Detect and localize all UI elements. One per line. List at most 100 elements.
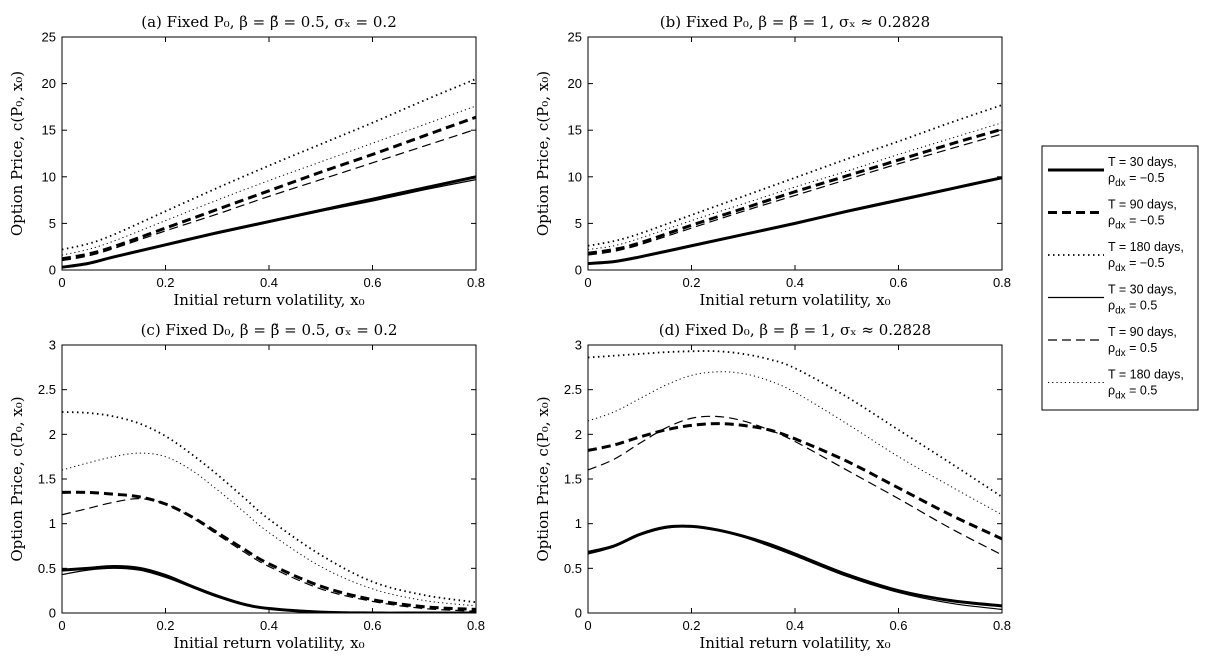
x-tick-label: 0.6	[889, 275, 907, 290]
y-tick-label: 20	[42, 76, 56, 91]
y-tick-label: 1	[49, 516, 56, 531]
legend-entry-line1: T = 180 days,	[1108, 240, 1184, 254]
legend-entry-line1: T = 30 days,	[1108, 155, 1177, 169]
axes-box	[587, 344, 1003, 614]
legend-entry-line2: ρdx = −0.5	[1108, 214, 1165, 232]
series-group	[62, 78, 476, 269]
legend-entry-line2: ρdx = −0.5	[1108, 171, 1165, 189]
y-tick-label: 2.5	[38, 382, 56, 397]
series-group	[62, 411, 476, 613]
x-tick-label: 0.6	[889, 618, 907, 633]
legend-entry-line2: ρdx = 0.5	[1108, 299, 1157, 317]
series-line-3	[588, 104, 1002, 247]
y-tick-label: 10	[42, 169, 56, 184]
x-tick-label: 0	[58, 275, 65, 290]
x-tick-label: 0.8	[993, 275, 1011, 290]
legend-entry-line1: T = 90 days,	[1108, 325, 1177, 339]
series-line-4	[62, 567, 476, 613]
x-tick-label: 0.4	[260, 275, 278, 290]
legend-entry-line1: T = 30 days,	[1108, 283, 1177, 297]
y-tick-label: 1.5	[38, 472, 56, 487]
series-line-1	[62, 565, 476, 613]
x-tick-label: 0	[58, 618, 65, 633]
y-tick-label: 0	[49, 263, 56, 278]
y-axis-label: Option Price, c(P₀, x₀)	[8, 396, 26, 561]
panel-title: (a) Fixed P₀, β = β̃ = 0.5, σₓ = 0.2	[141, 13, 396, 31]
x-tick-label: 0.6	[363, 275, 381, 290]
x-tick-label: 0.4	[786, 275, 804, 290]
y-axis-label: Option Price, c(P₀, x₀)	[534, 71, 552, 236]
y-tick-label: 25	[42, 30, 56, 45]
axes-box	[61, 344, 477, 614]
legend-entry-line2: ρdx = 0.5	[1108, 384, 1157, 402]
y-tick-label: 1	[575, 516, 582, 531]
series-line-4	[588, 177, 1002, 265]
y-tick-label: 5	[49, 216, 56, 231]
y-tick-label: 2.5	[564, 382, 582, 397]
series-line-6	[588, 122, 1002, 250]
series-line-5	[62, 128, 476, 262]
x-tick-label: 0.8	[467, 275, 485, 290]
x-tick-label: 0.8	[993, 618, 1011, 633]
y-axis-label: Option Price, c(P₀, x₀)	[8, 71, 26, 236]
series-line-5	[62, 498, 476, 612]
legend-entry-line2: ρdx = 0.5	[1108, 341, 1157, 359]
x-tick-label: 0	[584, 618, 591, 633]
y-tick-label: 0.5	[564, 561, 582, 576]
series-line-2	[588, 422, 1002, 541]
panel-title: (b) Fixed P₀, β = β̃ = 1, σₓ ≈ 0.2828	[660, 13, 930, 31]
legend-box	[1041, 145, 1199, 411]
y-tick-label: 25	[568, 30, 582, 45]
legend: T = 30 days, ρdx = −0.5 T = 90 days, ρdx = …	[1041, 145, 1199, 411]
x-tick-label: 0	[584, 275, 591, 290]
series-group	[588, 350, 1002, 611]
y-tick-label: 0.5	[38, 561, 56, 576]
y-tick-label: 2	[49, 427, 56, 442]
x-tick-label: 0.2	[682, 275, 700, 290]
series-line-3	[588, 350, 1002, 498]
x-tick-label: 0.4	[260, 618, 278, 633]
x-axis-label: Initial return volatility, x₀	[173, 291, 364, 309]
panel-c: 0 0.2 0.4 0.6 0.8 0 0.5 1 1.5 2 2.5 3 (c) Fixed D₀, …	[8, 321, 485, 652]
y-tick-label: 2	[575, 427, 582, 442]
panel-title: (c) Fixed D₀, β = β̃ = 0.5, σₓ = 0.2	[141, 321, 398, 339]
panel-b: 0 0.2 0.4 0.6 0.8 0 5 10 15 20 25 (b) Fixed P₀, β =…	[534, 13, 1011, 309]
x-tick-label: 0.2	[156, 275, 174, 290]
y-tick-label: 0	[575, 606, 582, 621]
y-axis-label: Option Price, c(P₀, x₀)	[534, 396, 552, 561]
panel-d: 0 0.2 0.4 0.6 0.8 0 0.5 1 1.5 2 2.5 3 (d) Fixed D₀, …	[534, 321, 1011, 652]
x-tick-label: 0.6	[363, 618, 381, 633]
series-group	[588, 104, 1002, 265]
legend-entry-line1: T = 90 days,	[1108, 198, 1177, 212]
panel-a: 0 0.2 0.4 0.6 0.8 0 5 10 15 20 25 (a) Fixed P₀, β =…	[8, 13, 485, 309]
y-tick-label: 15	[568, 123, 582, 138]
series-line-6	[62, 105, 476, 256]
series-line-4	[588, 525, 1002, 611]
panel-title: (d) Fixed D₀, β = β̃ = 1, σₓ ≈ 0.2828	[659, 321, 931, 339]
series-line-1	[588, 524, 1002, 608]
x-axis-label: Initial return volatility, x₀	[173, 634, 364, 652]
y-tick-label: 3	[49, 338, 56, 353]
y-tick-label: 10	[568, 169, 582, 184]
series-line-2	[588, 127, 1002, 255]
y-tick-label: 20	[568, 76, 582, 91]
series-line-6	[62, 452, 476, 607]
x-tick-label: 0.4	[786, 618, 804, 633]
series-line-2	[62, 490, 476, 611]
y-tick-label: 3	[575, 338, 582, 353]
series-line-4	[62, 179, 476, 268]
y-tick-label: 0	[49, 606, 56, 621]
x-axis-label: Initial return volatility, x₀	[699, 634, 890, 652]
series-line-3	[62, 78, 476, 251]
x-tick-label: 0.2	[156, 618, 174, 633]
x-tick-label: 0.8	[467, 618, 485, 633]
series-line-2	[62, 115, 476, 261]
x-tick-label: 0.2	[682, 618, 700, 633]
series-line-5	[588, 133, 1002, 256]
y-tick-label: 15	[42, 123, 56, 138]
legend-entry-line1: T = 180 days,	[1108, 368, 1184, 382]
y-tick-label: 5	[575, 216, 582, 231]
y-tick-label: 1.5	[564, 472, 582, 487]
